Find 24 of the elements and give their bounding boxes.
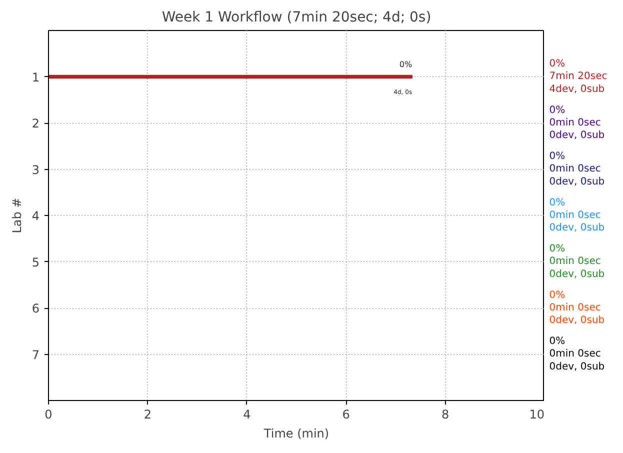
y-tick-label: 1 — [32, 70, 40, 84]
data-label: 0% 0min 0sec 0dev, 0sub — [549, 151, 605, 188]
annotation: 0% — [399, 60, 412, 69]
y-tick-label: 5 — [32, 255, 40, 270]
y-axis-title: Lab # — [10, 198, 24, 234]
x-tick-label: 4 — [243, 408, 251, 422]
x-tick-label: 10 — [529, 408, 545, 422]
y-tick-label: 2 — [32, 116, 40, 130]
x-tick-label: 2 — [144, 408, 152, 422]
data-label: 0% 0min 0sec 0dev, 0sub — [549, 104, 605, 142]
data-label: 0% 0min 0sec 0dev, 0sub — [549, 197, 605, 234]
y-tick-label: 6 — [32, 302, 40, 316]
y-tick-label: 4 — [32, 209, 40, 223]
x-tick-label: 6 — [342, 408, 350, 422]
x-tick-label: 0 — [44, 408, 52, 422]
chart-title: Week 1 Workflow (7min 20sec; 4d; 0s) — [162, 10, 432, 26]
y-tick-label: 7 — [32, 348, 40, 362]
data-label: 0% 0min 0sec 0dev, 0sub — [549, 336, 605, 372]
data-label: 0% 0min 0sec 0dev, 0sub — [549, 290, 605, 326]
data-label: 0% 0min 0sec 0dev, 0sub — [549, 244, 605, 280]
x-tick-label: 8 — [441, 408, 450, 422]
x-axis-title: Time (min) — [262, 426, 330, 440]
y-tick-label: 3 — [32, 162, 40, 177]
data-label: 0% 7min 20sec 4dev, 0sub — [549, 58, 608, 95]
